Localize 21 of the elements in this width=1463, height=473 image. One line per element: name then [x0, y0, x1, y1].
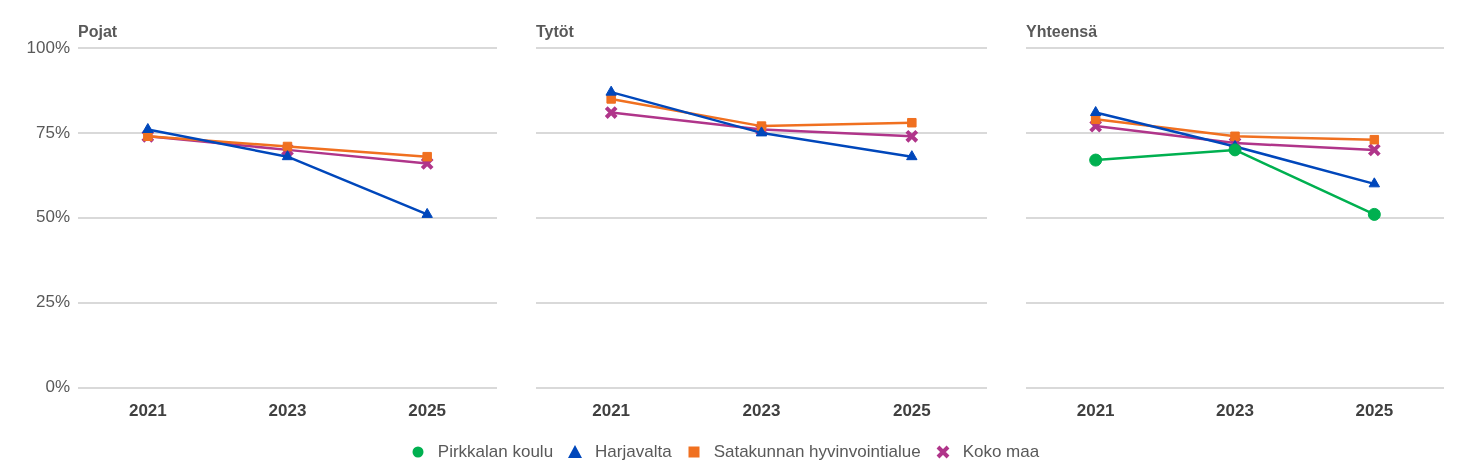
x-tick-label: 2021: [1076, 401, 1115, 421]
x-tick-label: 2021: [128, 401, 167, 421]
y-tick-label: 25%: [35, 292, 70, 312]
x-tick-label: 2025: [408, 401, 447, 421]
x-tick-label: 2023: [1216, 401, 1254, 421]
x-tick-label: 2025: [1355, 401, 1394, 421]
y-tick-label: 0%: [45, 377, 70, 397]
legend-label: Harjavalta: [595, 442, 672, 462]
x-tick-label: 2021: [592, 401, 631, 421]
x-tick-label: 2023: [742, 401, 781, 421]
y-tick-label: 75%: [35, 122, 70, 142]
chart-title: Tytöt: [536, 23, 575, 40]
y-tick-label: 100%: [26, 37, 70, 57]
x-tick-label: 2023: [268, 401, 307, 421]
legend-label: Pirkkalan koulu: [437, 442, 554, 462]
legend-label: Satakunnan hyvinvointialue: [713, 442, 921, 462]
legend-label: Koko maa: [962, 442, 1040, 462]
y-tick-label: 50%: [35, 207, 70, 227]
chart-title: Yhteensä: [1026, 23, 1098, 40]
chart-title: Pojat: [78, 23, 118, 40]
x-tick-label: 2025: [892, 401, 931, 421]
